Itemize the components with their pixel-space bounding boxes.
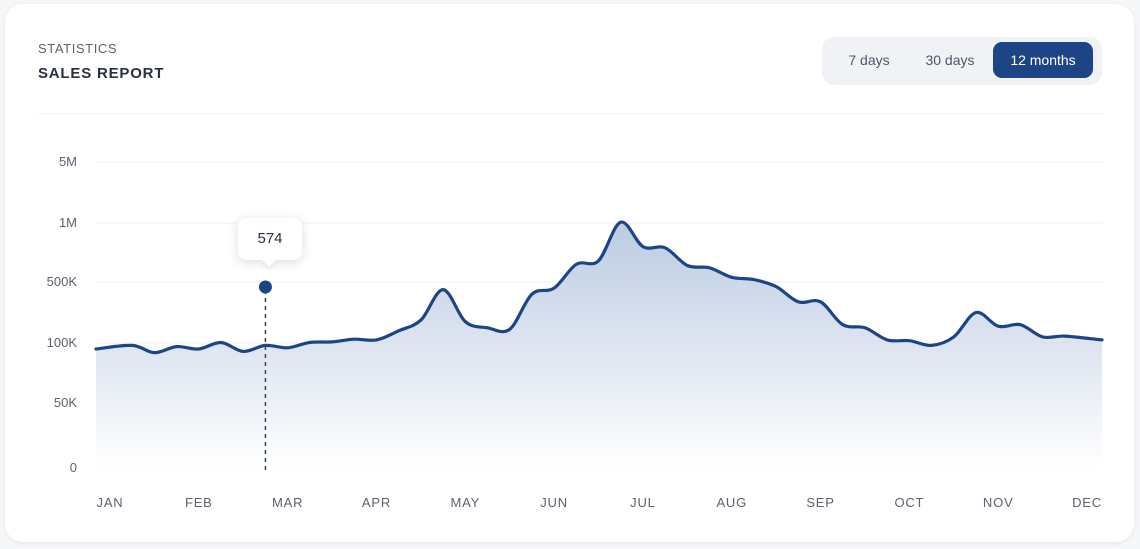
x-tick-label: APR — [362, 495, 391, 510]
x-tick-label: DEC — [1072, 495, 1102, 510]
x-tick-label: JAN — [97, 495, 124, 510]
x-tick-label: JUL — [630, 495, 656, 510]
sales-line — [94, 220, 1104, 355]
value-tooltip: 574 — [238, 218, 302, 260]
y-tick-label: 100K — [47, 335, 78, 350]
x-tick-label: MAY — [450, 495, 480, 510]
x-tick-label: NOV — [983, 495, 1014, 510]
highlight-point[interactable] — [258, 280, 272, 294]
y-tick-label: 5M — [59, 154, 77, 169]
x-tick-label: MAR — [272, 495, 303, 510]
x-tick-label: FEB — [185, 495, 213, 510]
section-eyebrow: STATISTICS — [38, 41, 118, 56]
y-axis-ticks: 0 50K 100K 500K 1M 5M — [47, 154, 78, 475]
header-divider — [38, 113, 1103, 114]
range-12-months-button[interactable]: 12 months — [993, 42, 1093, 78]
x-tick-label: AUG — [716, 495, 747, 510]
sales-area — [96, 222, 1102, 470]
x-tick-label: JUN — [540, 495, 568, 510]
chart-title: SALES REPORT — [38, 65, 165, 82]
x-tick-label: SEP — [806, 495, 834, 510]
y-tick-label: 0 — [70, 460, 77, 475]
x-tick-label: OCT — [894, 495, 924, 510]
x-axis-ticks: JAN FEB MAR APR MAY JUN JUL AUG SEP OCT NOV DEC — [97, 495, 1102, 510]
y-tick-label: 50K — [54, 395, 77, 410]
range-30-days-button[interactable]: 30 days — [914, 42, 986, 78]
range-selector: 7 days 30 days 12 months — [822, 37, 1102, 85]
y-tick-label: 1M — [59, 215, 77, 230]
range-7-days-button[interactable]: 7 days — [830, 42, 908, 78]
y-tick-label: 500K — [47, 274, 78, 289]
